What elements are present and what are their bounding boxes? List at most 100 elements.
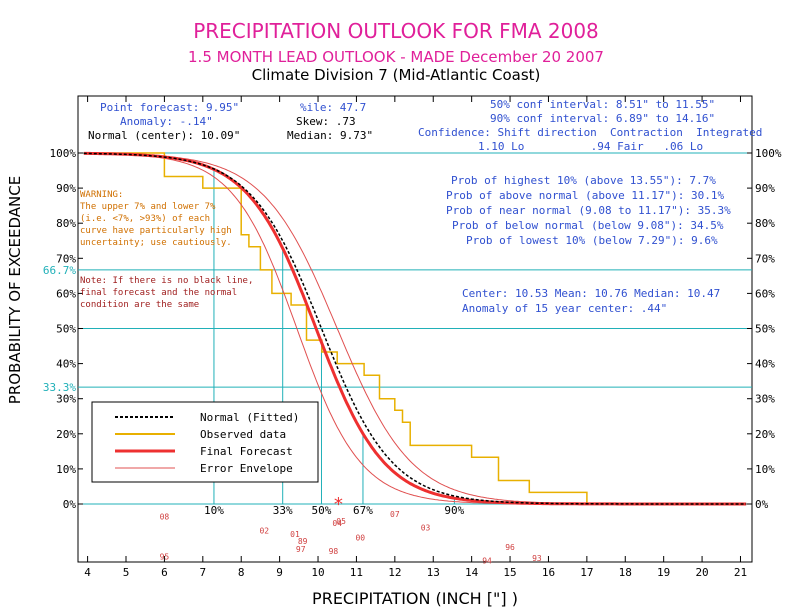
forecast-point-marker: *	[333, 494, 344, 515]
x-tick-label: 14	[465, 566, 479, 579]
x-tick-label: 8	[238, 566, 245, 579]
division-title: Climate Division 7 (Mid-Atlantic Coast)	[252, 66, 541, 84]
year-label: 07	[390, 510, 400, 519]
year-label: 97	[296, 545, 306, 554]
prob-highest: Prob of highest 10% (above 13.55"): 7.7%	[451, 174, 716, 187]
note-text-block: Note: If there is no black line, final fo…	[80, 276, 253, 310]
note-line: Note: If there is no black line,	[80, 276, 253, 286]
y-tick-right: 70%	[755, 252, 775, 265]
year-label: 98	[329, 547, 339, 556]
y-tick-right: 10%	[755, 463, 775, 476]
y-tick-right: 90%	[755, 182, 775, 195]
legend: Normal (Fitted) Observed data Final Fore…	[91, 401, 319, 483]
pct-label: 67%	[353, 504, 373, 517]
year-label: 96	[505, 543, 515, 552]
warning-line: uncertainty; use cautiously.	[80, 238, 232, 248]
normal-center-text: Normal (center): 10.09"	[88, 129, 240, 142]
warning-line: The upper 7% and lower 7%	[80, 202, 216, 212]
warning-line: curve have particularly high	[80, 226, 232, 236]
y-tick-right: 100%	[755, 147, 782, 160]
normal-fitted-line	[83, 152, 747, 505]
year-label: 04	[332, 519, 342, 528]
year-label: 01	[290, 530, 300, 539]
y-axis-label: PROBABILITY OF EXCEEDANCE	[6, 176, 24, 404]
year-label: 00	[355, 534, 365, 543]
x-axis-label: PRECIPITATION (INCH ["] )	[312, 589, 518, 608]
pct-label: 33%	[273, 504, 293, 517]
prob-near: Prob of near normal (9.08 to 11.17"): 35…	[446, 204, 731, 217]
x-tick-label: 12	[388, 566, 401, 579]
x-tick-label: 7	[200, 566, 207, 579]
confidence-header: Confidence: Shift direction Contraction …	[418, 126, 762, 139]
year-label: 02	[259, 526, 269, 535]
x-tick-label: 6	[161, 566, 168, 579]
y-tick-right: 20%	[755, 428, 775, 441]
ref-label: 33.3%	[43, 381, 76, 394]
warning-text-block: WARNING: The upper 7% and lower 7% (i.e. <…	[80, 190, 232, 248]
point-forecast-text: Point forecast: 9.95"	[100, 101, 239, 114]
x-tick-label: 5	[123, 566, 130, 579]
conf90-text: 90% conf interval: 6.89" to 14.16"	[490, 112, 715, 125]
x-tick-label: 19	[657, 566, 670, 579]
y-tick-left: 10%	[56, 463, 76, 476]
y-tick-left: 100%	[50, 147, 77, 160]
x-tick-label: 13	[427, 566, 440, 579]
pct-label: 10%	[204, 504, 224, 517]
observed-data-line	[83, 152, 703, 505]
x-tick-label: 21	[734, 566, 747, 579]
year-label: 93	[532, 554, 542, 563]
x-tick-label: 18	[619, 566, 632, 579]
pct-label: 50%	[312, 504, 332, 517]
legend-envelope-label: Error Envelope	[200, 462, 293, 475]
x-tick-label: 15	[503, 566, 516, 579]
y-tick-left: 20%	[56, 428, 76, 441]
prob-lowest: Prob of lowest 10% (below 7.29"): 9.6%	[466, 234, 718, 247]
x-tick-label: 16	[542, 566, 555, 579]
conf50-text: 50% conf interval: 8.51" to 11.55"	[490, 98, 715, 111]
y-tick-left: 0%	[63, 498, 77, 511]
note-line: condition are the same	[80, 300, 199, 310]
y-tick-left: 80%	[56, 217, 76, 230]
x-tick-label: 11	[350, 566, 363, 579]
warning-line: (i.e. <7%, >93%) of each	[80, 214, 210, 224]
y-tick-left: 40%	[56, 358, 76, 371]
year-label: 95	[160, 552, 170, 561]
year-label: 08	[160, 512, 170, 521]
y-tick-right: 30%	[755, 393, 775, 406]
y-tick-right: 0%	[755, 498, 769, 511]
legend-forecast-label: Final Forecast	[200, 445, 293, 458]
y-tick-right: 50%	[755, 323, 775, 336]
y-tick-left: 60%	[56, 287, 76, 300]
x-tick-label: 17	[580, 566, 593, 579]
year-label: 03	[421, 524, 431, 533]
y-tick-right: 60%	[755, 287, 775, 300]
prob-above: Prob of above normal (above 11.17"): 30.…	[446, 189, 725, 202]
y-tick-right: 40%	[755, 358, 775, 371]
median-text: Median: 9.73"	[287, 129, 373, 142]
x-tick-label: 4	[84, 566, 91, 579]
zile-text: %ile: 47.7	[300, 101, 366, 114]
y-tick-left: 70%	[56, 252, 76, 265]
center-line-text: Center: 10.53 Mean: 10.76 Median: 10.47	[462, 287, 720, 300]
y-tick-left: 90%	[56, 182, 76, 195]
pct-label: 90%	[444, 504, 464, 517]
x-tick-label: 9	[276, 566, 283, 579]
skew-text: Skew: .73	[296, 115, 356, 128]
year-label: 89	[298, 537, 308, 546]
anomaly-text: Anomaly: -.14"	[120, 115, 213, 128]
y-tick-right: 80%	[755, 217, 775, 230]
x-tick-label: 10	[311, 566, 324, 579]
anomaly-line-text: Anomaly of 15 year center: .44"	[462, 302, 667, 315]
year-label: 94	[482, 557, 492, 566]
legend-normal-label: Normal (Fitted)	[200, 411, 299, 424]
y-tick-left: 50%	[56, 323, 76, 336]
chart-subtitle: 1.5 MONTH LEAD OUTLOOK - MADE December 2…	[188, 48, 604, 66]
prob-below: Prob of below normal (below 9.08"): 34.5…	[452, 219, 724, 232]
chart-title: PRECIPITATION OUTLOOK FOR FMA 2008	[193, 19, 599, 43]
warning-line: WARNING:	[80, 190, 123, 200]
legend-box	[91, 401, 319, 483]
confidence-values: 1.10 Lo .94 Fair .06 Lo	[478, 140, 703, 153]
y-tick-left: 30%	[56, 393, 76, 406]
ref-label: 66.7%	[43, 264, 76, 277]
